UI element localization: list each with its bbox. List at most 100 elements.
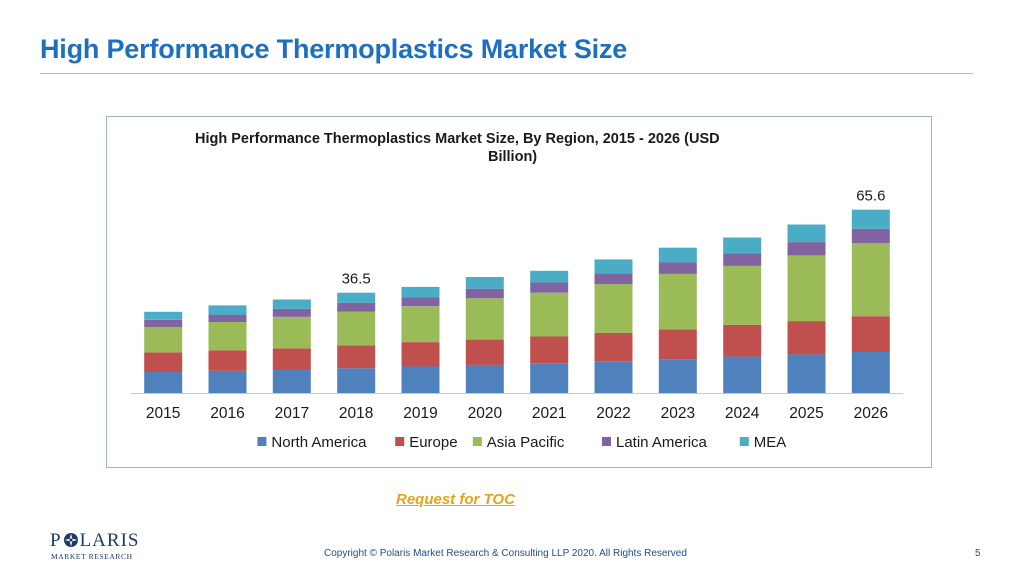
bar-segment-asia-pacific-2018 — [337, 311, 376, 346]
logo-letter-p: P — [50, 530, 62, 551]
bar-segment-latin-america-2019 — [401, 297, 440, 307]
bar-segment-asia-pacific-2016 — [208, 322, 247, 351]
bar-segment-asia-pacific-2015 — [144, 327, 183, 353]
chart-title: High Performance Thermoplastics Market S… — [195, 131, 720, 165]
bar-segment-mea-2016 — [208, 305, 247, 315]
bar-segment-north-america-2024 — [723, 356, 762, 393]
bar-segment-north-america-2019 — [401, 366, 440, 393]
bar-segment-mea-2018 — [337, 292, 376, 303]
bar-segment-europe-2024 — [723, 324, 762, 357]
chart-title-line: Billion) — [488, 149, 537, 165]
bar-segment-north-america-2026 — [851, 352, 890, 393]
stacked-bar-chart: High Performance Thermoplastics Market S… — [131, 131, 903, 451]
polaris-logo: P LARIS MARKET RESEARCH — [50, 530, 140, 562]
bar-segment-mea-2019 — [401, 286, 440, 298]
legend-swatch-mea — [739, 437, 749, 446]
bar-segment-asia-pacific-2025 — [787, 255, 826, 322]
logo-letters-laris: LARIS — [79, 530, 140, 551]
bar-segment-asia-pacific-2020 — [465, 298, 504, 340]
x-tick-label: 2025 — [789, 405, 823, 422]
bar-segment-europe-2025 — [787, 321, 826, 355]
chart-title-line: High Performance Thermoplastics Market S… — [195, 131, 720, 147]
bar-segment-mea-2026 — [851, 209, 890, 229]
bar-segment-europe-2020 — [465, 339, 504, 365]
bar-segment-north-america-2022 — [594, 361, 633, 393]
bar-segment-latin-america-2018 — [337, 302, 376, 312]
x-tick-label: 2024 — [725, 405, 760, 422]
page-number: 5 — [975, 548, 981, 559]
x-tick-label: 2026 — [854, 405, 888, 422]
bar-segment-latin-america-2016 — [208, 314, 247, 322]
bar-segment-north-america-2016 — [208, 370, 247, 393]
bar-segment-latin-america-2020 — [465, 288, 504, 299]
bar-segment-north-america-2017 — [272, 369, 311, 393]
bar-segment-mea-2021 — [530, 270, 569, 283]
bar-segment-mea-2020 — [465, 277, 504, 289]
copyright-text: Copyright © Polaris Market Research & Co… — [324, 548, 687, 559]
x-tick-labels: 2015 2016 2017 2018 2019 2020 2021 2022 2023 2024… — [146, 405, 888, 422]
bar-segment-europe-2023 — [658, 329, 697, 359]
bar-segment-latin-america-2026 — [851, 228, 890, 243]
legend-label-north-america: North America — [271, 434, 367, 451]
bar-segment-north-america-2015 — [144, 372, 183, 393]
bar-segment-mea-2022 — [594, 259, 633, 274]
x-tick-label: 2018 — [339, 405, 373, 422]
chart-frame: High Performance Thermoplastics Market S… — [106, 116, 932, 468]
bar-segment-latin-america-2017 — [272, 308, 311, 317]
bar-segment-latin-america-2025 — [787, 242, 826, 256]
bar-segment-europe-2019 — [401, 342, 440, 367]
bar-segment-north-america-2018 — [337, 368, 376, 393]
bar-segment-europe-2016 — [208, 350, 247, 371]
compass-star-icon — [63, 533, 78, 547]
legend-label-mea: MEA — [754, 434, 787, 451]
data-label: 65.6 — [856, 188, 885, 205]
bar-segment-europe-2021 — [530, 336, 569, 364]
legend-label-asia-pacific: Asia Pacific — [487, 434, 565, 451]
legend-label-europe: Europe — [409, 434, 457, 451]
bar-segment-latin-america-2022 — [594, 273, 633, 285]
legend-swatch-north-america — [257, 437, 267, 446]
data-labels: 36.5 65.6 — [342, 188, 886, 288]
logo-wordmark: P LARIS — [50, 530, 139, 552]
bar-segment-north-america-2023 — [658, 359, 697, 393]
x-tick-label: 2020 — [468, 405, 503, 422]
bar-segment-mea-2025 — [787, 224, 826, 243]
legend-label-latin-america: Latin America — [616, 434, 708, 451]
legend-swatch-latin-america — [602, 437, 611, 446]
bar-segment-europe-2015 — [144, 352, 183, 372]
bar-segment-mea-2015 — [144, 311, 183, 320]
x-tick-label: 2023 — [661, 405, 695, 422]
x-tick-label: 2017 — [275, 405, 309, 422]
bar-segment-mea-2023 — [658, 247, 697, 263]
data-label: 36.5 — [342, 271, 371, 288]
bar-segment-asia-pacific-2017 — [272, 316, 311, 349]
bar-segment-north-america-2020 — [465, 364, 504, 393]
x-tick-label: 2022 — [596, 405, 630, 422]
bar-segment-asia-pacific-2019 — [401, 306, 440, 343]
x-tick-label: 2019 — [403, 405, 437, 422]
x-tick-label: 2021 — [532, 405, 566, 422]
legend-swatch-europe — [395, 437, 405, 446]
request-toc-link[interactable]: Request for TOC — [396, 491, 515, 508]
bar-segment-north-america-2021 — [530, 363, 569, 393]
bar-segment-europe-2022 — [594, 332, 633, 362]
bar-segment-latin-america-2015 — [144, 319, 183, 327]
bar-segment-mea-2024 — [723, 237, 762, 254]
x-tick-label: 2015 — [146, 405, 180, 422]
title-divider — [40, 73, 973, 74]
bar-segment-asia-pacific-2022 — [594, 284, 633, 333]
bar-segment-asia-pacific-2026 — [851, 243, 890, 317]
logo-subtitle: MARKET RESEARCH — [51, 552, 133, 561]
chart-legend: North America Europe Asia Pacific Latin Ame… — [257, 434, 786, 451]
bar-segment-latin-america-2021 — [530, 282, 569, 293]
legend-swatch-asia-pacific — [472, 437, 482, 446]
bar-segment-latin-america-2024 — [723, 253, 762, 266]
bar-segment-europe-2026 — [851, 316, 890, 352]
bars-group — [144, 209, 890, 393]
bar-segment-mea-2017 — [272, 299, 311, 309]
slide-title: High Performance Thermoplastics Market S… — [40, 34, 628, 64]
bar-segment-asia-pacific-2021 — [530, 292, 569, 337]
bar-segment-europe-2017 — [272, 348, 311, 370]
x-tick-label: 2016 — [210, 405, 244, 422]
bar-segment-asia-pacific-2024 — [723, 265, 762, 325]
